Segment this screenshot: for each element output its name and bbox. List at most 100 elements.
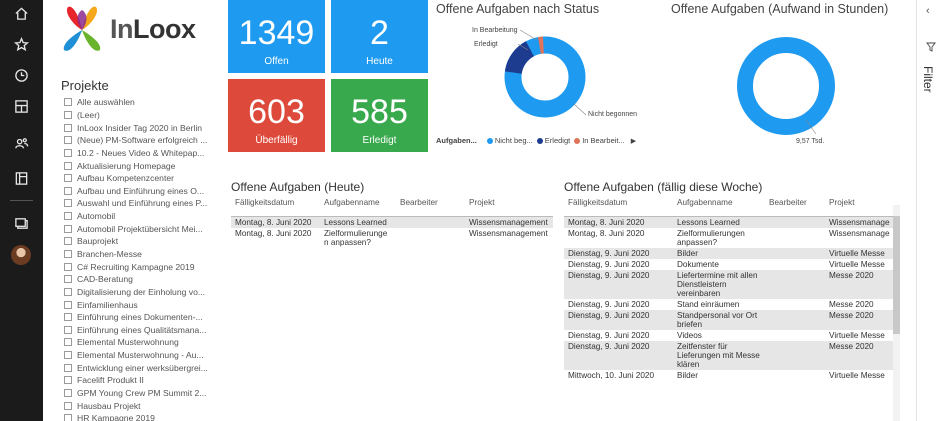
table-cell: Zielformulierunge n anpassen?	[324, 229, 388, 247]
checkbox[interactable]	[64, 338, 72, 347]
checkbox[interactable]	[64, 237, 72, 246]
column-header-assignee[interactable]: Bearbeiter	[396, 196, 465, 217]
week-table-scroll-thumb[interactable]	[893, 216, 900, 334]
legend-next-icon[interactable]: ▶	[630, 137, 637, 145]
checkbox[interactable]	[64, 224, 72, 233]
table-row[interactable]: Dienstag, 9. Juni 2020 Standpersonal vor …	[564, 310, 893, 330]
checkbox[interactable]	[64, 174, 72, 183]
table-row[interactable]: Montag, 8. Juni 2020 Zielformulierunge n …	[231, 228, 553, 248]
table-row[interactable]: Montag, 8. Juni 2020 Zielformulierungen a…	[564, 228, 893, 248]
checkbox[interactable]	[64, 186, 72, 195]
checkbox[interactable]	[64, 325, 72, 334]
project-slicer-item[interactable]: (Neue) PM-Software erfolgreich ...	[64, 134, 216, 147]
checkbox[interactable]	[64, 363, 72, 372]
star-icon[interactable]	[0, 31, 43, 57]
kpi-card-erledigt[interactable]: 585 Erledigt	[331, 79, 428, 152]
checkbox[interactable]	[64, 98, 72, 107]
checkbox[interactable]	[64, 351, 72, 360]
project-slicer-item[interactable]: Aufbau und Einführung eines O...	[64, 184, 216, 197]
column-header-due-date[interactable]: Fälligkeitsdatum	[564, 196, 673, 217]
checkbox[interactable]	[64, 136, 72, 145]
status-donut-chart[interactable]	[490, 22, 600, 132]
project-slicer-item[interactable]: Auswahl und Einführung eines P...	[64, 197, 216, 210]
project-slicer-item[interactable]: Branchen-Messe	[64, 248, 216, 261]
project-slicer-item[interactable]: Facelift Produkt II	[64, 374, 216, 387]
checkbox[interactable]	[64, 300, 72, 309]
checkbox[interactable]	[64, 401, 72, 410]
checkbox[interactable]	[64, 250, 72, 258]
table-row[interactable]: Montag, 8. Juni 2020 Lessons Learned Wisse…	[231, 216, 553, 228]
checkbox[interactable]	[64, 148, 72, 157]
table-row[interactable]: Dienstag, 9. Juni 2020 Dokumente Virtuelle…	[564, 259, 893, 270]
legend-item[interactable]: In Bearbeit...	[582, 136, 625, 145]
project-slicer-item[interactable]: Automobil	[64, 210, 216, 223]
filter-pane[interactable]: ‹ Filter	[916, 0, 945, 421]
clock-icon[interactable]	[0, 62, 43, 88]
checkbox[interactable]	[64, 376, 72, 385]
profile-avatar[interactable]	[11, 245, 31, 265]
table-row[interactable]: Montag, 8. Juni 2020 Lessons Learned Wisse…	[564, 216, 893, 228]
datasets-icon[interactable]	[0, 210, 43, 236]
project-slicer-item[interactable]: 10.2 - Neues Video & Whitepap...	[64, 147, 216, 160]
project-slicer-item[interactable]: Entwicklung einer werksübergrei...	[64, 361, 216, 374]
table-row[interactable]: Dienstag, 9. Juni 2020 Stand einräumen Mes…	[564, 299, 893, 310]
project-slicer-item[interactable]: Elemental Musterwohnung	[64, 336, 216, 349]
project-slicer-item[interactable]: Bauprojekt	[64, 235, 216, 248]
checkbox[interactable]	[64, 275, 72, 284]
project-slicer-item[interactable]: CAD-Beratung	[64, 273, 216, 286]
project-slicer-item[interactable]: InLoox Insider Tag 2020 in Berlin	[64, 121, 216, 134]
checkbox[interactable]	[64, 313, 72, 322]
table-row[interactable]: Dienstag, 9. Juni 2020 Bilder Virtuelle Me…	[564, 248, 893, 259]
column-header-task[interactable]: Aufgabenname	[320, 196, 396, 217]
column-header-project[interactable]: Projekt	[825, 196, 893, 217]
project-slicer-item[interactable]: Aktualisierung Homepage	[64, 159, 216, 172]
legend-item[interactable]: Erledigt	[544, 136, 571, 145]
column-header-assignee[interactable]: Bearbeiter	[765, 196, 825, 217]
project-slicer-item[interactable]: Hausbau Projekt	[64, 399, 216, 412]
table-row[interactable]: Dienstag, 9. Juni 2020 Zeitfenster für Li…	[564, 341, 893, 370]
project-slicer-item[interactable]: (Leer)	[64, 109, 216, 122]
workspaces-icon[interactable]	[0, 165, 43, 191]
donut-slice-effort[interactable]	[737, 37, 835, 135]
apps-icon[interactable]	[0, 93, 43, 119]
table-row[interactable]: Mittwoch, 10. Juni 2020 Bilder Virtuelle M…	[564, 370, 893, 381]
project-slicer-item[interactable]: Aufbau Kompetenzcenter	[64, 172, 216, 185]
checkbox[interactable]	[64, 287, 72, 296]
checkbox[interactable]	[64, 161, 72, 170]
project-slicer-item[interactable]: Einführung eines Dokumenten-...	[64, 311, 216, 324]
project-slicer-item[interactable]: Elemental Musterwohnung - Au...	[64, 349, 216, 362]
checkbox[interactable]	[64, 414, 72, 421]
checkbox[interactable]	[64, 123, 72, 132]
column-header-due-date[interactable]: Fälligkeitsdatum	[231, 196, 320, 217]
checkbox[interactable]	[64, 212, 72, 221]
filter-pane-label[interactable]: Filter	[921, 66, 935, 93]
table-row[interactable]: Dienstag, 9. Juni 2020 Videos Virtuelle Me…	[564, 330, 893, 341]
project-slicer-item[interactable]: Automobil Projektübersicht Mei...	[64, 222, 216, 235]
kpi-card-ueberfaellig[interactable]: 603 Überfällig	[228, 79, 325, 152]
project-slicer-item[interactable]: Einführung eines Qualitätsmana...	[64, 324, 216, 337]
project-slicer-item[interactable]: C# Recruiting Kampagne 2019	[64, 260, 216, 273]
project-slicer-item[interactable]: Alle auswählen	[64, 96, 216, 109]
table-cell	[765, 259, 825, 270]
shared-icon[interactable]	[0, 130, 43, 156]
project-label: Auswahl und Einführung eines P...	[77, 198, 208, 209]
table-row[interactable]: Dienstag, 9. Juni 2020 Liefertermine mit …	[564, 270, 893, 299]
table-cell: Dienstag, 9. Juni 2020	[564, 310, 673, 330]
column-header-project[interactable]: Projekt	[465, 196, 553, 217]
checkbox[interactable]	[64, 262, 72, 271]
legend-item[interactable]: Nicht beg...	[494, 136, 533, 145]
column-header-task[interactable]: Aufgabenname	[673, 196, 765, 217]
kpi-card-offen[interactable]: 1349 Offen	[228, 0, 325, 73]
effort-donut-chart[interactable]	[730, 30, 842, 142]
collapse-chevron-icon[interactable]: ‹	[926, 5, 930, 17]
project-slicer-item[interactable]: Digitalisierung der Einholung vo...	[64, 286, 216, 299]
checkbox[interactable]	[64, 389, 72, 398]
checkbox[interactable]	[64, 110, 72, 119]
project-slicer-item[interactable]: Einfamilienhaus	[64, 298, 216, 311]
project-slicer-item[interactable]: HR Kampagne 2019	[64, 412, 216, 421]
kpi-card-heute[interactable]: 2 Heute	[331, 0, 428, 73]
home-icon[interactable]	[0, 0, 43, 26]
donut-slice-nicht-begonnen[interactable]	[504, 36, 586, 118]
checkbox[interactable]	[64, 199, 72, 208]
project-slicer-item[interactable]: GPM Young Crew PM Summit 2...	[64, 387, 216, 400]
